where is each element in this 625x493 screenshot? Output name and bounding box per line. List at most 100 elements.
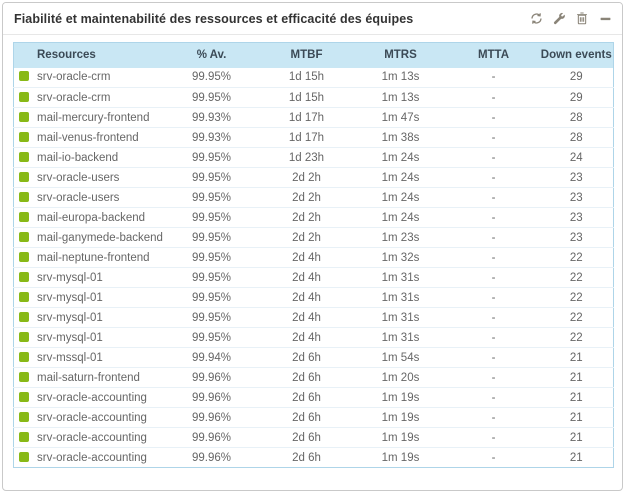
- availability-table: Resources % Av. MTBF MTRS MTTA Down even…: [13, 42, 614, 468]
- table-row[interactable]: srv-oracle-accounting 99.96% 2d 6h 1m 19…: [13, 407, 614, 428]
- mtbf-value: 2d 6h: [259, 367, 354, 388]
- status-ok-icon: [19, 151, 29, 162]
- availability-value: 99.95%: [163, 267, 260, 288]
- table-row[interactable]: srv-oracle-users 99.95% 2d 2h 1m 24s - 2…: [13, 187, 614, 208]
- status-ok-icon: [19, 71, 29, 82]
- availability-value: 99.96%: [163, 407, 260, 428]
- table-row[interactable]: srv-mysql-01 99.95% 2d 4h 1m 31s - 22: [13, 287, 614, 308]
- table-row[interactable]: mail-saturn-frontend 99.96% 2d 6h 1m 20s…: [13, 367, 614, 388]
- status-ok-icon: [19, 171, 29, 182]
- mtrs-value: 1m 24s: [353, 167, 448, 188]
- mtta-value: -: [447, 267, 540, 288]
- table-row[interactable]: srv-oracle-accounting 99.96% 2d 6h 1m 19…: [13, 387, 614, 408]
- mtrs-value: 1m 19s: [353, 427, 448, 448]
- down-events-value: 22: [539, 247, 614, 268]
- table-row[interactable]: mail-europa-backend 99.95% 2d 2h 1m 24s …: [13, 207, 614, 228]
- resource-name[interactable]: srv-oracle-users: [37, 191, 120, 204]
- column-header-availability[interactable]: % Av.: [163, 42, 260, 68]
- column-header-mtbf[interactable]: MTBF: [259, 42, 354, 68]
- table-row[interactable]: mail-neptune-frontend 99.95% 2d 4h 1m 32…: [13, 247, 614, 268]
- down-events-value: 21: [539, 407, 614, 428]
- resource-name[interactable]: mail-saturn-frontend: [37, 371, 140, 384]
- table-row[interactable]: mail-venus-frontend 99.93% 1d 17h 1m 38s…: [13, 127, 614, 148]
- widget-toolbar: [529, 12, 612, 26]
- down-events-value: 29: [569, 71, 583, 84]
- mtbf-value: 1d 17h: [259, 107, 354, 128]
- mtbf-value: 2d 4h: [259, 247, 354, 268]
- mtbf-value: 2d 4h: [259, 327, 354, 348]
- trash-icon[interactable]: [575, 12, 589, 26]
- column-header-mtta[interactable]: MTTA: [447, 42, 540, 68]
- table-row[interactable]: srv-mysql-01 99.95% 2d 4h 1m 31s - 22: [13, 327, 614, 348]
- status-ok-icon: [19, 291, 29, 302]
- resource-name[interactable]: mail-venus-frontend: [37, 131, 139, 144]
- resource-name[interactable]: mail-io-backend: [37, 151, 119, 164]
- down-events-value: 21: [539, 387, 614, 408]
- column-header-mtrs[interactable]: MTRS: [353, 42, 448, 68]
- resource-name[interactable]: srv-oracle-users: [37, 171, 120, 184]
- down-events-value: 29: [539, 87, 614, 108]
- table-row[interactable]: mail-ganymede-backend 99.95% 2d 2h 1m 23…: [13, 227, 614, 248]
- availability-value: 99.95%: [163, 247, 260, 268]
- status-ok-icon: [19, 131, 29, 142]
- status-ok-icon: [19, 331, 29, 342]
- table-header-row: Resources % Av. MTBF MTRS MTTA Down even…: [13, 42, 614, 68]
- collapse-icon[interactable]: [598, 12, 612, 26]
- table-row[interactable]: srv-mssql-01 99.94% 2d 6h 1m 54s - 21: [13, 347, 614, 368]
- availability-value: 99.95%: [163, 167, 260, 188]
- resource-name[interactable]: srv-oracle-accounting: [37, 411, 147, 424]
- resource-name[interactable]: mail-europa-backend: [37, 211, 146, 224]
- table-row[interactable]: srv-oracle-users 99.95% 2d 2h 1m 24s - 2…: [13, 167, 614, 188]
- resource-name[interactable]: srv-mysql-01: [37, 271, 103, 284]
- mtbf-value: 2d 4h: [259, 267, 354, 288]
- table-row[interactable]: srv-mysql-01 99.95% 2d 4h 1m 31s - 22: [13, 307, 614, 328]
- availability-value: 99.95%: [163, 147, 260, 168]
- table-row[interactable]: srv-mysql-01 99.95% 2d 4h 1m 31s - 22: [13, 267, 614, 288]
- status-ok-icon: [19, 191, 29, 202]
- table-row[interactable]: srv-oracle-crm 99.95% 1d 15h 1m 13s - 29: [14, 68, 614, 88]
- mtta-value: -: [447, 427, 540, 448]
- resource-name[interactable]: srv-oracle-accounting: [37, 451, 147, 464]
- table-row[interactable]: mail-mercury-frontend 99.93% 1d 17h 1m 4…: [13, 107, 614, 128]
- availability-value: 99.96%: [163, 387, 260, 408]
- column-header-resources[interactable]: Resources: [13, 42, 164, 68]
- mtbf-value: 2d 2h: [259, 167, 354, 188]
- mtta-value: -: [447, 287, 540, 308]
- mtta-value: -: [447, 447, 540, 468]
- table-row[interactable]: mail-io-backend 99.95% 1d 23h 1m 24s - 2…: [13, 147, 614, 168]
- resource-name[interactable]: srv-oracle-crm: [37, 71, 111, 84]
- table-row[interactable]: srv-oracle-accounting 99.96% 2d 6h 1m 19…: [13, 447, 614, 468]
- resource-name[interactable]: srv-oracle-accounting: [37, 431, 147, 444]
- table-row[interactable]: srv-oracle-crm 99.95% 1d 15h 1m 13s - 29: [13, 87, 614, 108]
- resource-name[interactable]: mail-ganymede-backend: [37, 231, 163, 244]
- resource-name[interactable]: srv-oracle-crm: [37, 91, 111, 104]
- resource-name[interactable]: srv-mysql-01: [37, 311, 103, 324]
- availability-value: 99.95%: [163, 207, 260, 228]
- table-row[interactable]: srv-oracle-accounting 99.96% 2d 6h 1m 19…: [13, 427, 614, 448]
- down-events-value: 22: [539, 327, 614, 348]
- mtta-value: -: [447, 187, 540, 208]
- status-ok-icon: [19, 351, 29, 362]
- availability-value: 99.96%: [163, 447, 260, 468]
- refresh-icon[interactable]: [529, 12, 543, 26]
- down-events-value: 23: [539, 207, 614, 228]
- availability-value: 99.95%: [163, 87, 260, 108]
- wrench-icon[interactable]: [552, 12, 566, 26]
- resource-name[interactable]: srv-mysql-01: [37, 331, 103, 344]
- down-events-value: 22: [539, 267, 614, 288]
- mtbf-value: 2d 2h: [259, 227, 354, 248]
- availability-value: 99.95%: [163, 327, 260, 348]
- down-events-value: 22: [539, 307, 614, 328]
- availability-value: 99.96%: [163, 427, 260, 448]
- mtbf-value: 2d 4h: [259, 287, 354, 308]
- mtrs-value: 1m 31s: [353, 287, 448, 308]
- resource-name[interactable]: srv-oracle-accounting: [37, 391, 147, 404]
- resource-name[interactable]: mail-mercury-frontend: [37, 111, 150, 124]
- resource-name[interactable]: srv-mysql-01: [37, 291, 103, 304]
- resource-name[interactable]: srv-mssql-01: [37, 351, 103, 364]
- resource-name[interactable]: mail-neptune-frontend: [37, 251, 150, 264]
- status-ok-icon: [19, 371, 29, 382]
- column-header-down-events[interactable]: Down events: [539, 42, 614, 68]
- down-events-value: 22: [539, 287, 614, 308]
- mtbf-value: 1d 15h: [259, 87, 354, 108]
